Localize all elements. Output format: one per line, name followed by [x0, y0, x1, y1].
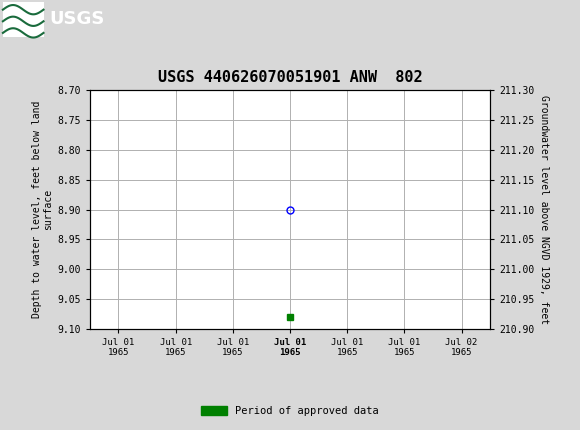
Title: USGS 440626070051901 ANW  802: USGS 440626070051901 ANW 802 — [158, 70, 422, 85]
Y-axis label: Groundwater level above NGVD 1929, feet: Groundwater level above NGVD 1929, feet — [539, 95, 549, 324]
Y-axis label: Depth to water level, feet below land
surface: Depth to water level, feet below land su… — [31, 101, 53, 318]
Text: USGS: USGS — [49, 10, 104, 28]
Bar — [3, 2, 43, 37]
Legend: Period of approved data: Period of approved data — [197, 402, 383, 421]
